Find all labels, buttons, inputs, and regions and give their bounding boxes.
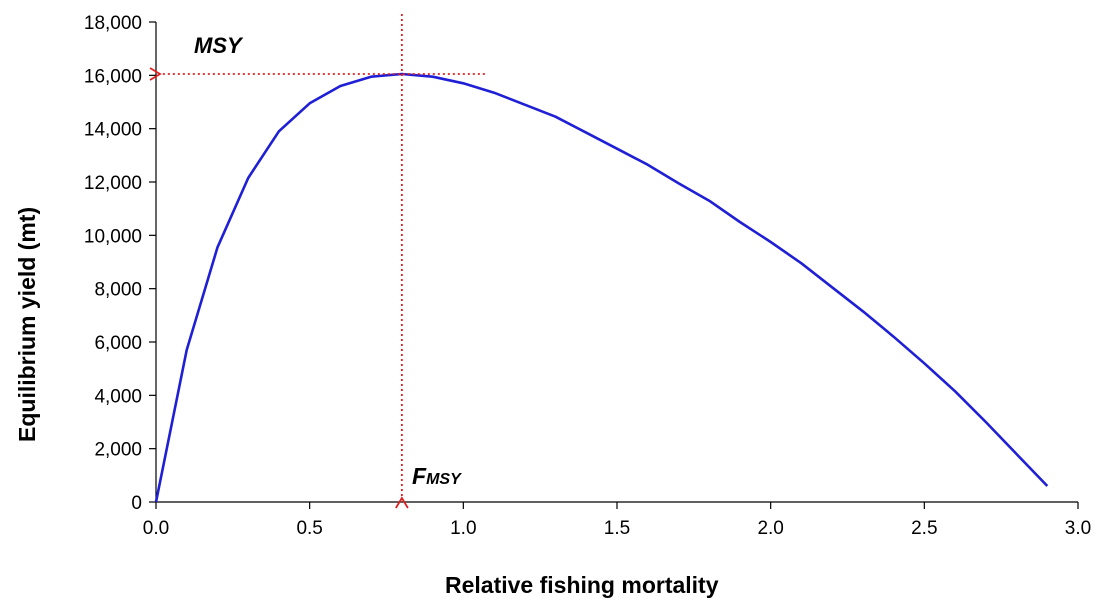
x-ticks: 0.0 0.5 1.0 1.5 2.0 2.5 3.0 <box>143 502 1091 539</box>
x-tick-label: 0.5 <box>296 518 322 539</box>
y-tick-label: 0 <box>131 493 142 514</box>
y-tick-label: 16,000 <box>84 66 142 87</box>
y-tick-label: 8,000 <box>94 280 142 301</box>
fmsy-label-sub: MSY <box>426 471 462 488</box>
y-tick-label: 6,000 <box>94 333 142 354</box>
msy-label: MSY <box>194 33 244 58</box>
series-layer <box>154 72 1049 503</box>
y-tick-label: 10,000 <box>84 226 142 247</box>
x-tick-label: 2.0 <box>757 518 783 539</box>
x-tick-label: 1.0 <box>450 518 476 539</box>
y-tick-label: 4,000 <box>94 386 142 407</box>
y-tick-label: 12,000 <box>84 173 142 194</box>
yield-series-line <box>154 72 1049 503</box>
axes <box>155 22 1078 503</box>
y-ticks: 0 2,000 4,000 6,000 8,000 10,000 12,000 14,000 1… <box>84 13 156 514</box>
x-tick-label: 2.5 <box>911 518 937 539</box>
x-tick-label: 3.0 <box>1065 518 1091 539</box>
fmsy-label: FMSY <box>412 463 462 489</box>
y-tick-label: 2,000 <box>94 440 142 461</box>
y-axis-title: Equilibrium yield (mt) <box>14 207 40 442</box>
x-axis-title: Relative fishing mortality <box>445 572 719 598</box>
y-tick-label: 14,000 <box>84 120 142 141</box>
x-tick-label: 1.5 <box>604 518 630 539</box>
annotations: MSY FMSY <box>149 14 485 509</box>
y-tick-label: 18,000 <box>84 13 142 34</box>
fmsy-label-main: F <box>412 463 427 489</box>
x-tick-label: 0.0 <box>143 518 169 539</box>
